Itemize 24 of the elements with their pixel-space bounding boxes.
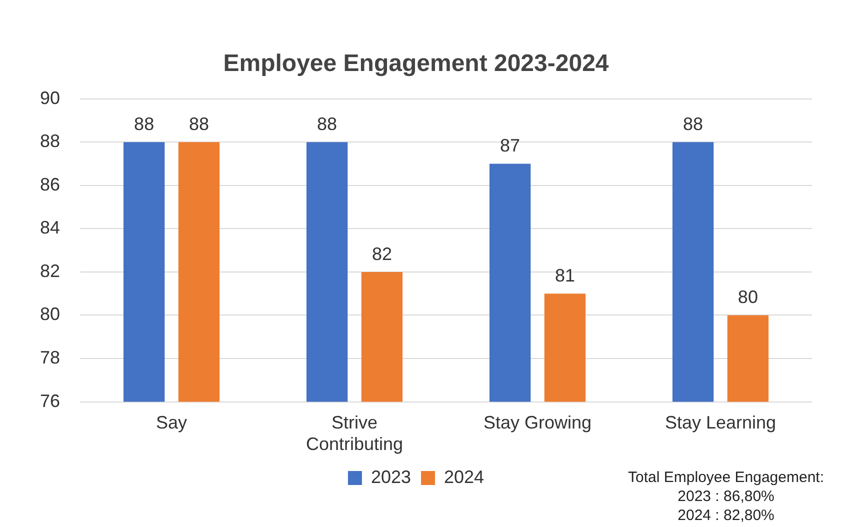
legend-label: 2024 bbox=[444, 466, 484, 487]
x-tick-label: Say bbox=[156, 412, 188, 433]
data-label: 88 bbox=[683, 114, 704, 134]
y-tick-label: 84 bbox=[40, 218, 60, 238]
x-tick-label: Stay Growing bbox=[483, 412, 592, 433]
y-tick-label: 78 bbox=[40, 347, 60, 368]
y-tick-label: 86 bbox=[40, 174, 60, 194]
data-label: 88 bbox=[188, 114, 209, 134]
legend-label: 2023 bbox=[370, 466, 412, 487]
y-tick-label: 80 bbox=[40, 304, 60, 324]
chart-title: Employee Engagement 2023-2024 bbox=[223, 50, 610, 78]
text: Total Employee Engagement: 2023 : 86,80% 2024 : 82,80% bbox=[628, 468, 824, 525]
y-tick-label: 90 bbox=[40, 88, 60, 108]
data-label: 80 bbox=[738, 287, 758, 308]
data-label: 82 bbox=[372, 244, 392, 264]
data-label: 87 bbox=[500, 136, 520, 156]
data-label: 88 bbox=[317, 114, 338, 134]
y-tick-label: 88 bbox=[40, 131, 60, 152]
x-tick-label: Stay Learning bbox=[664, 412, 776, 433]
y-tick-label: 82 bbox=[40, 260, 60, 281]
data-label: 88 bbox=[134, 114, 154, 134]
data-label: 81 bbox=[554, 266, 575, 286]
y-tick-label: 76 bbox=[40, 390, 60, 411]
x-tick-label: Strive Contributing bbox=[306, 412, 404, 454]
